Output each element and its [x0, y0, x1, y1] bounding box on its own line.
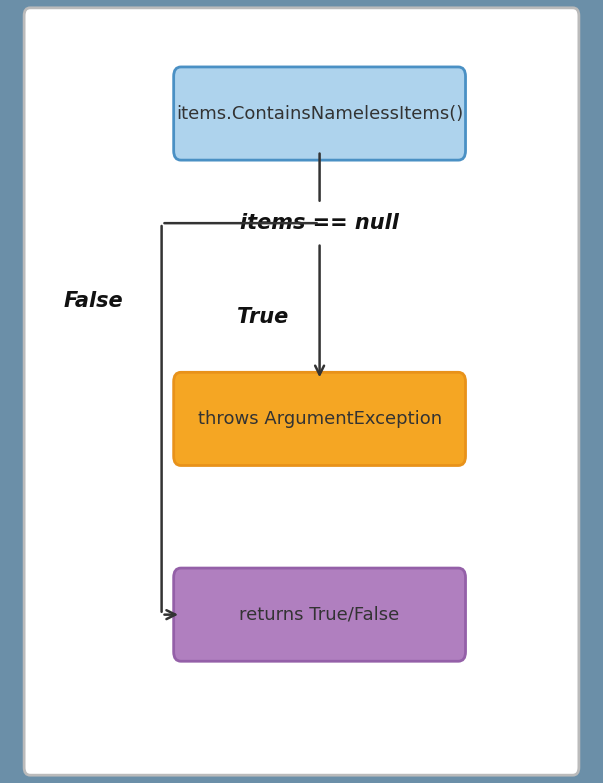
Text: throws ArgumentException: throws ArgumentException — [198, 410, 441, 428]
Text: items == null: items == null — [240, 213, 399, 233]
FancyBboxPatch shape — [174, 373, 466, 465]
Text: items.ContainsNamelessItems(): items.ContainsNamelessItems() — [176, 105, 463, 122]
FancyBboxPatch shape — [24, 8, 579, 775]
FancyBboxPatch shape — [174, 568, 466, 661]
Text: True: True — [237, 307, 288, 327]
Text: returns True/False: returns True/False — [239, 606, 400, 623]
FancyBboxPatch shape — [174, 67, 466, 161]
Text: False: False — [64, 291, 123, 312]
